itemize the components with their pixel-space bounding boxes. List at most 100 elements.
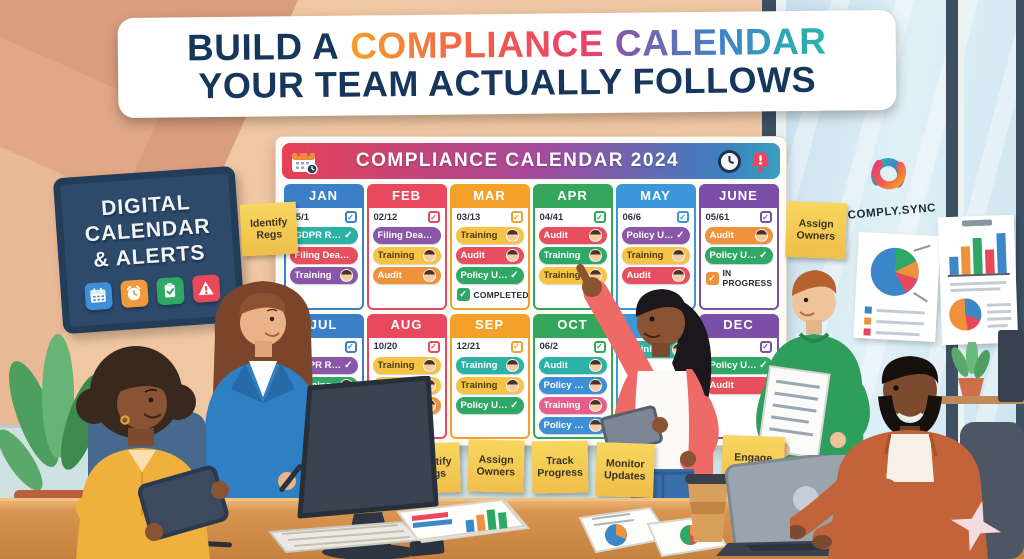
headline-part1: BUILD A bbox=[186, 25, 340, 69]
date-checkbox[interactable]: ✓ bbox=[593, 340, 606, 353]
task-pill[interactable]: Policy Update✓ bbox=[704, 247, 773, 264]
task-label: Training bbox=[377, 250, 415, 261]
pinned-pie-chart-paper bbox=[853, 231, 941, 343]
task-pill[interactable]: GDPR Review✓ bbox=[289, 227, 358, 244]
task-pill[interactable]: Training bbox=[455, 376, 524, 394]
task-pill[interactable]: Policy Update bbox=[538, 376, 607, 394]
headline-banner: BUILD A COMPLIANCE CALENDAR YOUR TEAM AC… bbox=[117, 9, 897, 119]
date-label: 12/21 bbox=[456, 341, 481, 352]
date-row: 06/6 ✓ bbox=[618, 208, 694, 224]
calendar-icon bbox=[83, 281, 113, 311]
date-checkbox[interactable]: ✓ bbox=[676, 211, 689, 223]
task-pill[interactable]: Policy Update bbox=[538, 416, 607, 434]
date-checkbox[interactable]: ✓ bbox=[510, 211, 523, 223]
headline-part2: COMPLIANCE bbox=[349, 23, 605, 67]
assignee-avatar bbox=[505, 229, 519, 242]
date-checkbox[interactable]: ✓ bbox=[427, 340, 440, 353]
assignee-avatar bbox=[588, 358, 602, 372]
date-label: 03/13 bbox=[456, 211, 481, 223]
task-pill[interactable]: Policy Update✓ bbox=[621, 227, 690, 244]
task-pill[interactable]: Audit bbox=[538, 227, 607, 244]
task-label: Audit bbox=[377, 270, 402, 281]
month-header: APR bbox=[532, 184, 613, 206]
task-pill[interactable]: Training bbox=[455, 356, 524, 374]
task-pill[interactable]: Policy Update✓ bbox=[455, 396, 524, 414]
status-label: IN PROGRESS bbox=[722, 268, 773, 288]
date-label: 06/6 bbox=[622, 211, 642, 223]
task-label: Training bbox=[460, 379, 498, 391]
assignee-avatar bbox=[505, 358, 519, 372]
task-pill[interactable]: Audit bbox=[372, 267, 441, 284]
report-paper-pie-charts bbox=[578, 506, 728, 558]
check-icon: ✓ bbox=[510, 270, 519, 281]
date-checkbox[interactable]: ✓ bbox=[759, 211, 772, 223]
month-header: MAY bbox=[615, 184, 696, 206]
task-pill[interactable]: Training bbox=[621, 247, 690, 264]
task-pill[interactable]: Audit bbox=[455, 247, 524, 264]
status-checkbox[interactable]: ✓ bbox=[456, 288, 470, 301]
month-column-may: MAY 06/6 ✓ Policy Update✓ Training Audit bbox=[615, 184, 696, 310]
task-label: Policy Update bbox=[460, 270, 511, 281]
date-checkbox[interactable]: ✓ bbox=[593, 211, 606, 223]
pie-chart-graphic bbox=[863, 244, 931, 337]
task-label: Policy Update bbox=[460, 399, 511, 411]
status-label: COMPLETED bbox=[473, 289, 529, 300]
task-pill[interactable]: Policy Update✓ bbox=[455, 267, 524, 284]
date-checkbox[interactable]: ✓ bbox=[344, 211, 357, 223]
check-icon: ✓ bbox=[510, 399, 519, 411]
coffee-cup bbox=[685, 474, 731, 542]
date-checkbox[interactable]: ✓ bbox=[344, 340, 357, 353]
task-label: Audit bbox=[460, 250, 485, 261]
task-label: Filing Deadline bbox=[377, 230, 436, 241]
warning-icon bbox=[191, 273, 221, 303]
assignee-avatar bbox=[671, 249, 685, 262]
date-checkbox[interactable]: ✓ bbox=[510, 340, 523, 353]
task-pill[interactable]: Training bbox=[538, 396, 607, 414]
task-pill[interactable]: Training bbox=[289, 267, 358, 284]
date-label: 10/20 bbox=[373, 341, 398, 352]
task-pill[interactable]: Training bbox=[455, 227, 524, 244]
task-label: GDPR Review bbox=[294, 230, 345, 241]
task-pill[interactable]: Audit bbox=[621, 267, 690, 284]
task-pill[interactable]: Filing Deadline bbox=[372, 227, 441, 244]
task-pill[interactable]: Audit bbox=[704, 376, 773, 394]
sticky-note-assign-owners[interactable]: Assign Owners bbox=[467, 439, 525, 493]
task-pill[interactable]: Filing Deadline bbox=[289, 247, 358, 264]
pinned-bar-chart-paper bbox=[937, 214, 1019, 346]
date-row: 05/1 ✓ bbox=[286, 208, 362, 224]
task-pill[interactable]: Audit bbox=[538, 356, 607, 374]
date-label: 05/61 bbox=[705, 211, 730, 223]
month-cell: 06/6 ✓ Policy Update✓ Training Audit bbox=[615, 206, 696, 310]
sticky-note-track-progress[interactable]: Track Progress bbox=[531, 440, 589, 494]
month-header: MAR bbox=[449, 184, 530, 206]
background-monitor bbox=[998, 330, 1024, 402]
month-header: AUG bbox=[366, 313, 447, 336]
task-pill[interactable]: Training bbox=[372, 356, 441, 374]
bar-pie-chart-graphic bbox=[947, 219, 1012, 331]
date-checkbox[interactable]: ✓ bbox=[427, 211, 440, 223]
logo-swirl-icon bbox=[871, 158, 907, 190]
illustrated-person-seated-laptop bbox=[790, 356, 1024, 559]
date-label: 02/12 bbox=[373, 211, 398, 223]
task-pill[interactable]: Policy Update✓ bbox=[704, 356, 773, 374]
date-checkbox[interactable]: ✓ bbox=[759, 340, 772, 353]
assignee-avatar bbox=[588, 249, 602, 262]
task-label: Audit bbox=[543, 230, 568, 241]
sticky-note-identify-regs[interactable]: Identify Regs bbox=[239, 201, 299, 257]
date-row: 03/13 ✓ bbox=[452, 208, 528, 224]
task-pill[interactable]: Training bbox=[538, 247, 607, 264]
date-row: ✓ bbox=[701, 338, 777, 354]
task-label: Training bbox=[460, 359, 498, 371]
assignee-avatar bbox=[588, 229, 602, 242]
task-pill[interactable]: Training bbox=[372, 247, 441, 264]
check-icon: ✓ bbox=[344, 359, 353, 371]
glass-frame bbox=[1016, 0, 1024, 559]
status-checkbox[interactable]: ✓ bbox=[705, 271, 719, 285]
sticky-note-monitor-updates[interactable]: Monitor Updates bbox=[595, 442, 655, 498]
task-pill[interactable]: Audit bbox=[704, 227, 773, 244]
